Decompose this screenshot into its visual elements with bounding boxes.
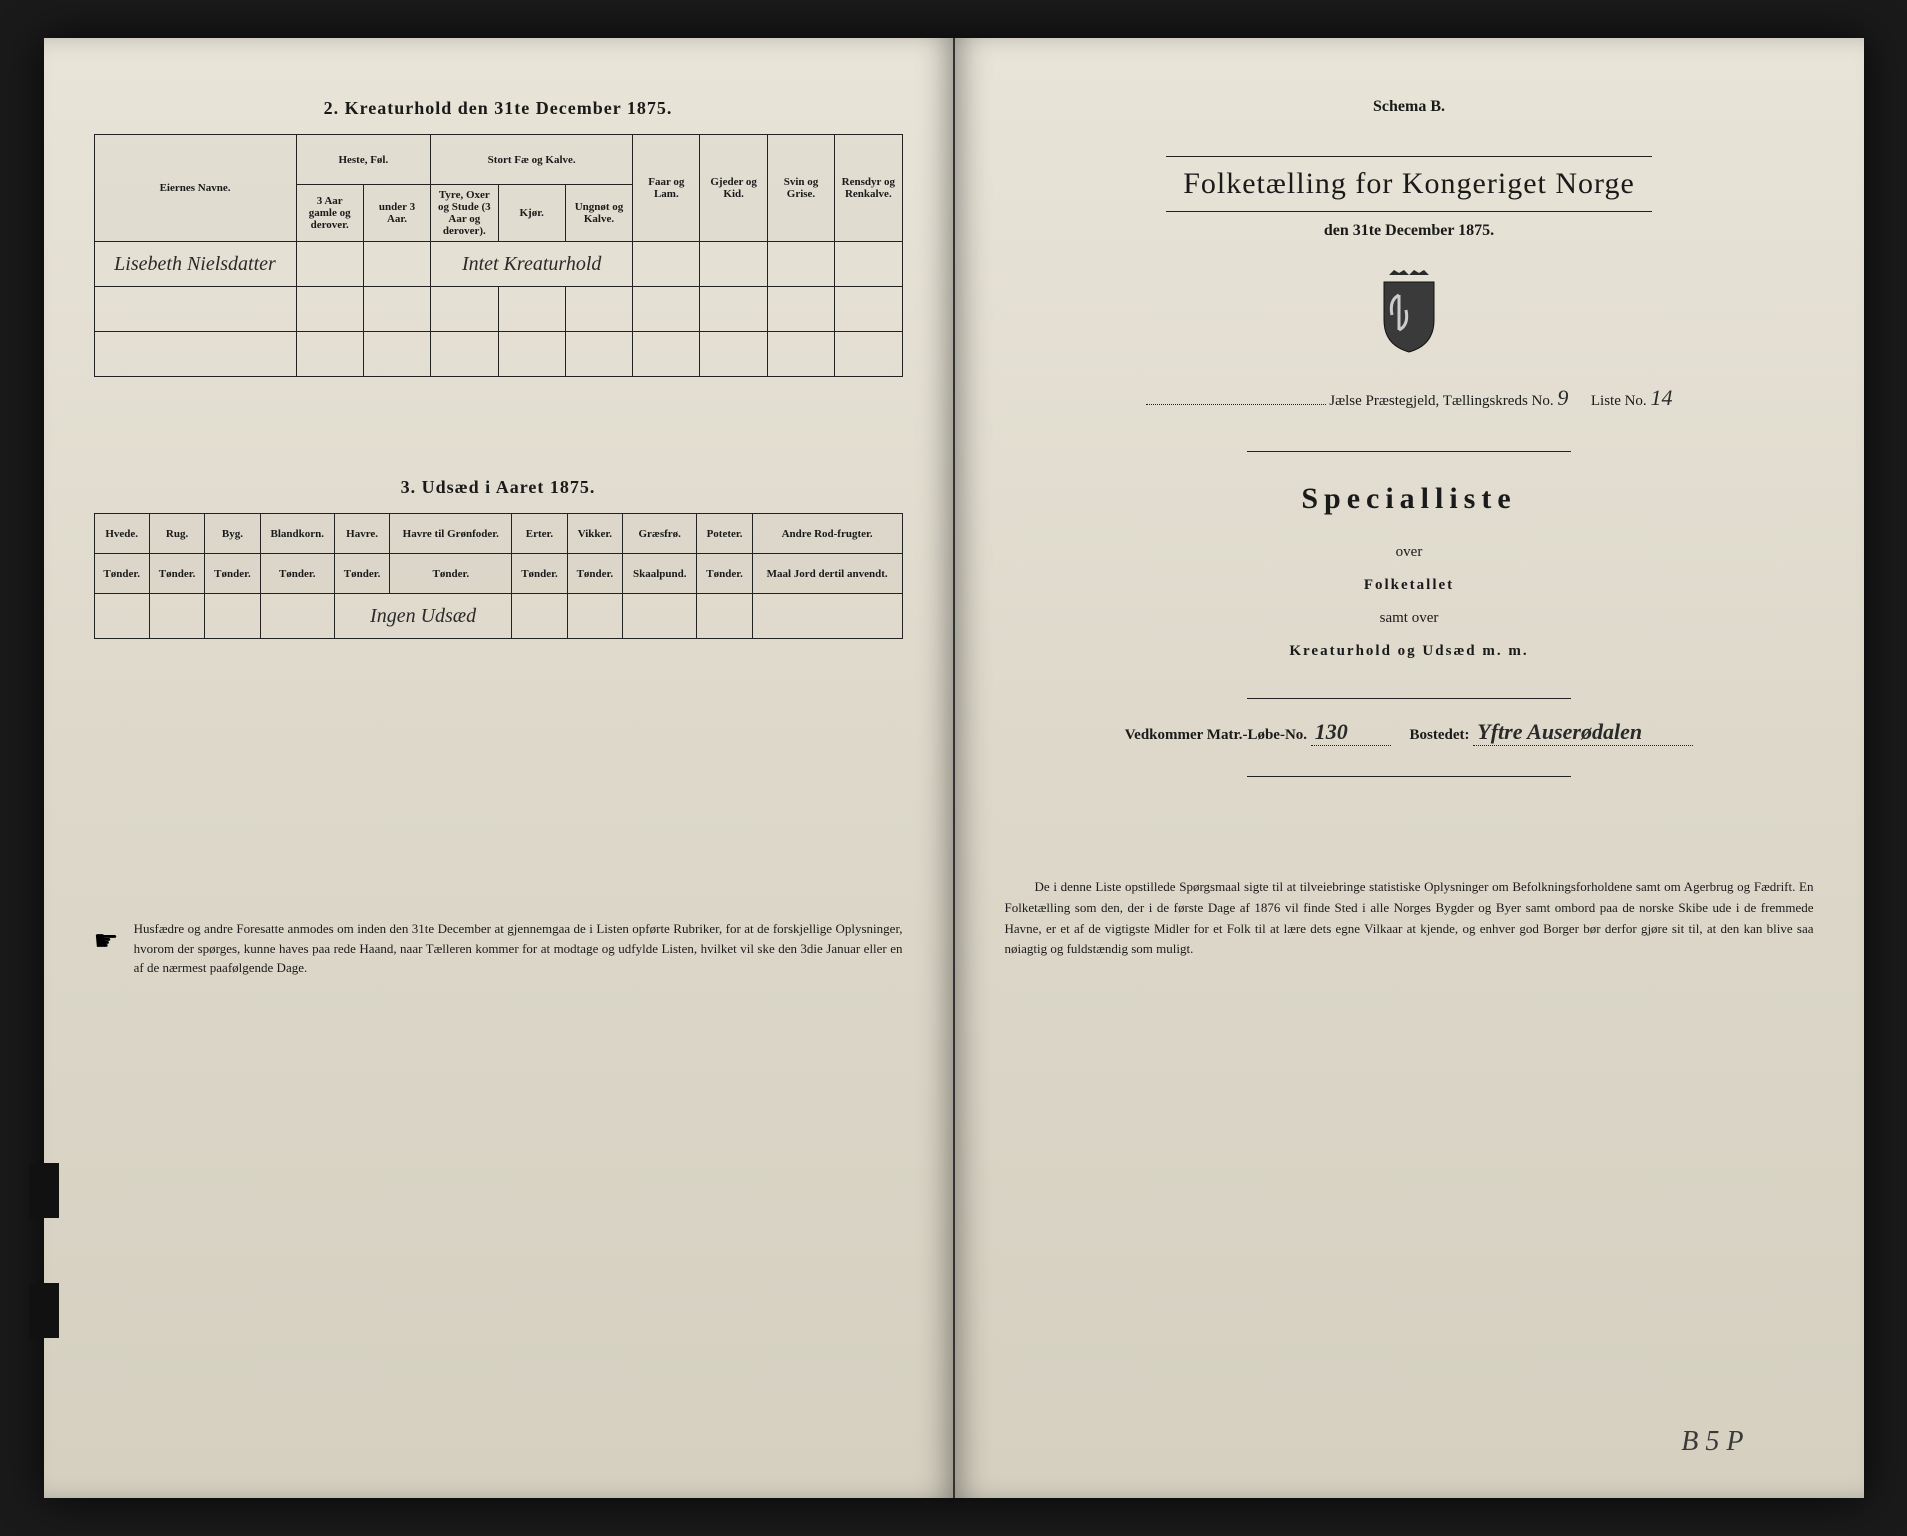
right-page: Schema B. Folketælling for Kongeriget No… (955, 38, 1864, 1498)
col-wheat: Hvede. (94, 514, 149, 554)
rule (1166, 156, 1651, 157)
table-row: Lisebeth Nielsdatter Intet Kreaturhold (94, 242, 902, 287)
list-label: Liste No. (1591, 393, 1647, 409)
table-row (94, 287, 902, 332)
index-tab (29, 1283, 59, 1338)
col-cattle-group: Stort Fæ og Kalve. (431, 135, 633, 185)
sub-maal: Maal Jord dertil anvendt. (752, 554, 902, 594)
subtitle-block: over Folketallet samt over Kreaturhold o… (1005, 536, 1814, 668)
left-page: 2. Kreaturhold den 31te December 1875. E… (44, 38, 955, 1498)
col-mixed: Blandkorn. (260, 514, 334, 554)
matr-no: 130 (1311, 719, 1391, 746)
rule (1247, 776, 1571, 777)
parish-line: Jælse Præstegjeld, Tællingskreds No. 9 L… (1005, 385, 1814, 411)
col-other: Andre Rod-frugter. (752, 514, 902, 554)
section2-title: 2. Kreaturhold den 31te December 1875. (94, 98, 903, 119)
col-cattle-b: Kjør. (498, 185, 565, 242)
col-horses-group: Heste, Føl. (296, 135, 431, 185)
col-rye: Rug. (149, 514, 204, 554)
section3-title: 3. Udsæd i Aaret 1875. (94, 477, 903, 498)
col-sheep: Faar og Lam. (633, 135, 700, 242)
bosted-label: Bostedet: (1410, 727, 1470, 743)
table-row: Ingen Udsæd (94, 594, 902, 639)
seed-note: Ingen Udsæd (334, 594, 511, 639)
livestock-note: Intet Kreaturhold (431, 242, 633, 287)
pointing-hand-icon: ☛ (94, 921, 119, 978)
col-reindeer: Rensdyr og Renkalve. (835, 135, 902, 242)
col-vetch: Vikker. (567, 514, 622, 554)
bottom-paragraph: De i denne Liste opstillede Spørgsmaal s… (1005, 877, 1814, 960)
special-title: Specialliste (1005, 482, 1814, 516)
page-mark: B 5 P (1681, 1426, 1743, 1458)
sub-skaalpund: Skaalpund. (623, 554, 697, 594)
list-no: 14 (1650, 385, 1672, 410)
col-owner: Eiernes Navne. (94, 135, 296, 242)
bosted-value: Yftre Auserødalen (1473, 719, 1693, 746)
index-tab (29, 1163, 59, 1218)
main-title: Folketælling for Kongeriget Norge (1005, 167, 1814, 201)
col-grass: Græsfrø. (623, 514, 697, 554)
parish-label: Jælse Præstegjeld, Tællingskreds No. (1329, 393, 1553, 409)
col-barley: Byg. (205, 514, 260, 554)
col-cattle-a: Tyre, Oxer og Stude (3 Aar og derover). (431, 185, 498, 242)
rule (1247, 451, 1571, 452)
rule (1247, 698, 1571, 699)
census-book-spread: 2. Kreaturhold den 31te December 1875. E… (44, 38, 1864, 1498)
date-line: den 31te December 1875. (1005, 222, 1814, 240)
col-peas: Erter. (512, 514, 567, 554)
livestock-table: Eiernes Navne. Heste, Føl. Stort Fæ og K… (94, 134, 903, 377)
rule (1166, 211, 1651, 212)
col-horses-b: under 3 Aar. (363, 185, 430, 242)
owner-name: Lisebeth Nielsdatter (94, 242, 296, 287)
seed-table: Hvede. Rug. Byg. Blandkorn. Havre. Havre… (94, 513, 903, 639)
col-cattle-c: Ungnøt og Kalve. (565, 185, 632, 242)
coat-of-arms-icon (1374, 270, 1444, 355)
matr-line: Vedkommer Matr.-Løbe-No. 130 Bostedet: Y… (1005, 719, 1814, 746)
footer-text: Husfædre og andre Foresatte anmodes om i… (134, 919, 903, 978)
col-goats: Gjeder og Kid. (700, 135, 767, 242)
table-row (94, 332, 902, 377)
parish-no: 9 (1557, 385, 1568, 410)
col-pigs: Svin og Grise. (767, 135, 834, 242)
footer-instruction: ☛ Husfædre og andre Foresatte anmodes om… (94, 919, 903, 978)
col-horses-a: 3 Aar gamle og derover. (296, 185, 363, 242)
col-potato: Poteter. (697, 514, 752, 554)
col-oats: Havre. (334, 514, 389, 554)
col-oats-green: Havre til Grønfoder. (390, 514, 512, 554)
sub-tonder: Tønder. (94, 554, 149, 594)
schema-label: Schema B. (1005, 98, 1814, 116)
matr-label: Vedkommer Matr.-Løbe-No. (1125, 727, 1307, 743)
